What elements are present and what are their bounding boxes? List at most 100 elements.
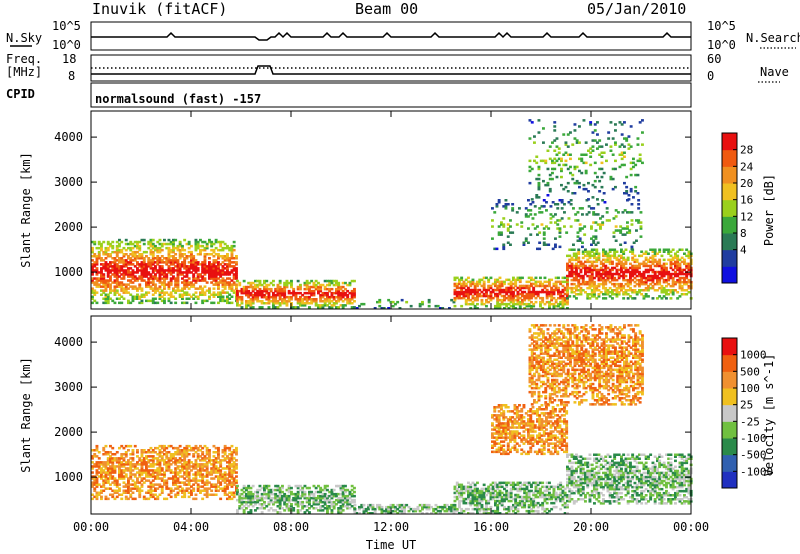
data-cell — [341, 488, 345, 492]
data-cell — [482, 302, 486, 306]
data-cell — [145, 291, 148, 294]
data-cell — [312, 300, 316, 303]
data-cell — [267, 302, 271, 305]
data-cell — [158, 295, 162, 298]
data-cell — [558, 229, 562, 232]
data-cell — [147, 461, 151, 464]
data-cell — [151, 469, 155, 472]
data-cell — [576, 211, 580, 214]
data-cell — [622, 293, 626, 296]
data-cell — [196, 273, 200, 276]
data-cell — [335, 289, 338, 293]
data-cell — [158, 471, 162, 474]
data-cell — [174, 461, 178, 464]
data-cell — [147, 485, 151, 488]
data-cell — [131, 271, 135, 274]
data-cell — [104, 263, 108, 266]
data-cell — [642, 280, 646, 284]
data-cell — [326, 500, 329, 504]
data-cell — [249, 496, 253, 500]
data-cell — [530, 294, 533, 298]
data-cell — [187, 479, 191, 482]
data-cell — [165, 269, 169, 272]
data-cell — [230, 453, 234, 456]
data-cell — [584, 250, 587, 253]
data-cell — [290, 279, 293, 283]
data-cell — [394, 509, 397, 513]
data-cell — [140, 469, 144, 472]
data-cell — [127, 483, 130, 486]
data-cell — [346, 289, 350, 293]
data-cell — [230, 289, 234, 292]
data-cell — [312, 484, 316, 488]
data-cell — [550, 288, 554, 292]
data-cell — [376, 505, 379, 509]
data-cell — [95, 259, 99, 262]
data-cell — [285, 285, 289, 289]
data-cell — [149, 465, 153, 468]
data-cell — [138, 301, 142, 305]
data-cell — [305, 295, 309, 299]
data-cell — [183, 465, 187, 468]
data-cell — [471, 290, 475, 294]
data-cell — [265, 279, 269, 283]
data-cell — [158, 473, 162, 476]
data-cell — [147, 242, 151, 246]
data-cell — [476, 282, 479, 286]
data-cell — [593, 284, 596, 288]
data-cell — [151, 244, 155, 248]
data-cell — [111, 463, 115, 466]
data-cell — [174, 291, 178, 294]
data-cell — [210, 463, 214, 466]
data-cell — [292, 509, 296, 512]
data-cell — [260, 306, 264, 309]
data-cell — [678, 268, 682, 272]
data-cell — [230, 451, 234, 454]
data-cell — [167, 255, 171, 258]
data-cell — [113, 471, 117, 474]
data-cell — [194, 279, 198, 282]
data-cell — [120, 477, 124, 480]
data-cell — [335, 484, 338, 488]
data-cell — [582, 161, 586, 165]
data-cell — [174, 453, 178, 456]
data-cell — [337, 289, 341, 293]
data-cell — [538, 211, 542, 214]
data-cell — [163, 275, 166, 278]
data-cell — [183, 267, 187, 270]
data-cell — [545, 243, 548, 246]
data-cell — [669, 284, 673, 288]
data-cell — [226, 263, 229, 266]
data-cell — [151, 267, 155, 270]
data-cell — [176, 451, 180, 454]
data-cell — [113, 467, 117, 470]
data-cell — [127, 461, 130, 464]
data-cell — [405, 300, 409, 304]
data-cell — [178, 255, 182, 258]
data-cell — [267, 295, 271, 299]
data-cell — [487, 300, 491, 304]
data-cell — [317, 500, 320, 504]
data-cell — [308, 511, 311, 514]
data-cell — [290, 490, 293, 494]
data-cell — [223, 255, 227, 258]
data-cell — [566, 262, 569, 266]
data-cell — [527, 286, 531, 290]
data-cell — [575, 286, 578, 290]
data-cell — [618, 121, 622, 124]
data-cell — [584, 161, 588, 165]
data-cell — [115, 240, 119, 244]
data-cell — [687, 284, 691, 288]
data-cell — [183, 483, 187, 486]
data-cell — [208, 295, 211, 298]
data-cell — [176, 446, 180, 450]
data-cell — [263, 486, 266, 490]
data-cell — [294, 291, 298, 295]
data-cell — [622, 252, 626, 255]
data-cell — [569, 203, 573, 206]
data-cell — [104, 297, 108, 300]
data-cell — [505, 302, 509, 306]
data-cell — [129, 487, 133, 490]
data-cell — [498, 284, 502, 288]
data-cell — [196, 487, 200, 490]
